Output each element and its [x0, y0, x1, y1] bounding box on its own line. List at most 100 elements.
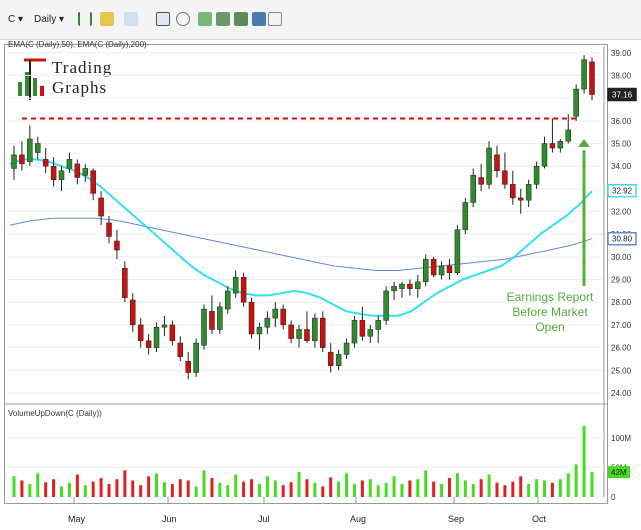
volume-bar	[360, 480, 364, 497]
data-box-icon[interactable]	[252, 12, 266, 26]
volume-bar	[321, 486, 325, 497]
annotation-line-1: Earnings Report	[506, 290, 594, 304]
volume-bar	[131, 480, 135, 497]
candle-body	[335, 354, 342, 366]
candle-body	[130, 299, 136, 326]
volume-bar	[186, 480, 190, 497]
chart-toolbar: C ▾ Daily ▾	[0, 0, 641, 40]
volume-bar	[495, 482, 499, 497]
candle-body	[438, 265, 445, 276]
instrument-selector[interactable]: C ▾	[8, 14, 24, 25]
volume-bar	[281, 485, 285, 497]
volume-bar	[218, 482, 222, 497]
volume-bar	[250, 479, 254, 497]
volume-bar	[60, 486, 64, 497]
bar-style-icon[interactable]	[78, 12, 92, 26]
volume-bar	[273, 480, 277, 497]
candle-body	[565, 129, 571, 142]
annotation-line-3: Open	[535, 320, 565, 334]
expand-icon[interactable]	[268, 12, 282, 26]
pencil-icon[interactable]	[100, 12, 114, 26]
volume-bar	[479, 479, 483, 497]
candle-body	[581, 59, 587, 90]
ema-200-polyline	[9, 217, 593, 271]
volume-panel-title: VolumeUpDown(C (Daily))	[8, 409, 102, 418]
volume-bar	[527, 483, 531, 497]
candle-body	[27, 138, 33, 162]
price-tick-label: 27.00	[611, 321, 632, 330]
cursor-icon[interactable]	[124, 12, 138, 26]
volume-bar	[115, 479, 119, 497]
volume-bar	[463, 480, 467, 497]
volume-bar	[210, 478, 214, 497]
candle-body	[280, 308, 286, 326]
volume-bar	[234, 474, 238, 497]
candle-body	[225, 290, 231, 310]
volume-bar	[289, 482, 293, 497]
price-tick-label: 35.00	[611, 140, 632, 149]
candle-body	[375, 320, 381, 330]
volume-bar	[511, 481, 515, 497]
candle-body	[367, 329, 374, 337]
properties-icon[interactable]	[216, 12, 230, 26]
candle-body	[169, 324, 176, 342]
volume-bar	[558, 479, 562, 497]
trading-graphs-logo	[10, 58, 130, 102]
candle-body	[11, 154, 17, 169]
volume-bar	[337, 481, 341, 497]
candle-body	[288, 324, 294, 339]
ema-200-line	[9, 217, 593, 271]
volume-bar	[550, 482, 554, 497]
candle-body	[462, 202, 469, 230]
candle-body	[454, 229, 461, 274]
period-selector[interactable]: Daily ▾	[34, 14, 65, 25]
price-flag-box	[607, 87, 637, 102]
candle-body	[240, 277, 247, 303]
volume-bar	[28, 483, 32, 497]
price-tick-label: 32.00	[611, 208, 632, 217]
indicators-icon[interactable]	[198, 12, 212, 26]
price-tick-label: 39.00	[611, 49, 632, 58]
candle-body	[533, 165, 540, 185]
volume-bar	[566, 473, 570, 497]
candle-body	[383, 290, 389, 321]
volume-bar	[487, 474, 491, 497]
candle-body	[494, 154, 500, 171]
candlesticks	[11, 55, 595, 380]
volume-bar	[440, 483, 444, 497]
candle-body	[74, 163, 81, 178]
chart-frame	[4, 44, 608, 504]
logo-mark	[18, 58, 46, 100]
ema-50-polyline	[9, 158, 593, 317]
strategies-icon[interactable]	[234, 12, 248, 26]
price-flags: 37.16 32.92 30.80	[607, 87, 637, 246]
candle-body	[42, 159, 49, 167]
candle-body	[98, 197, 104, 217]
volume-bars	[12, 425, 594, 497]
volume-bar	[202, 470, 206, 497]
price-flag-box	[607, 231, 637, 246]
volume-bar	[36, 473, 40, 497]
candle-body	[90, 170, 96, 194]
price-gridlines	[8, 52, 604, 394]
volume-bar	[368, 479, 372, 497]
volume-bar	[313, 482, 317, 497]
volume-flag-label: 42M	[611, 468, 627, 477]
candle-body	[137, 324, 144, 342]
candle-body	[351, 320, 358, 344]
earnings-arrow	[578, 138, 590, 286]
volume-bar	[44, 482, 48, 497]
date-tick-label: Jun	[162, 514, 177, 524]
date-axis: May Jun Jul Aug Sep Oct	[68, 497, 547, 524]
candle-body	[193, 342, 199, 373]
candle-body	[114, 240, 120, 251]
volume-bar	[432, 481, 436, 497]
crosshair-icon[interactable]	[156, 12, 170, 26]
candle-body	[486, 147, 492, 185]
volume-bar	[12, 476, 16, 497]
zoom-icon[interactable]	[176, 12, 190, 26]
volume-bar	[574, 464, 578, 497]
candle-body	[430, 258, 437, 276]
volume-bar	[519, 476, 523, 497]
price-flag-label: 37.16	[612, 91, 633, 100]
